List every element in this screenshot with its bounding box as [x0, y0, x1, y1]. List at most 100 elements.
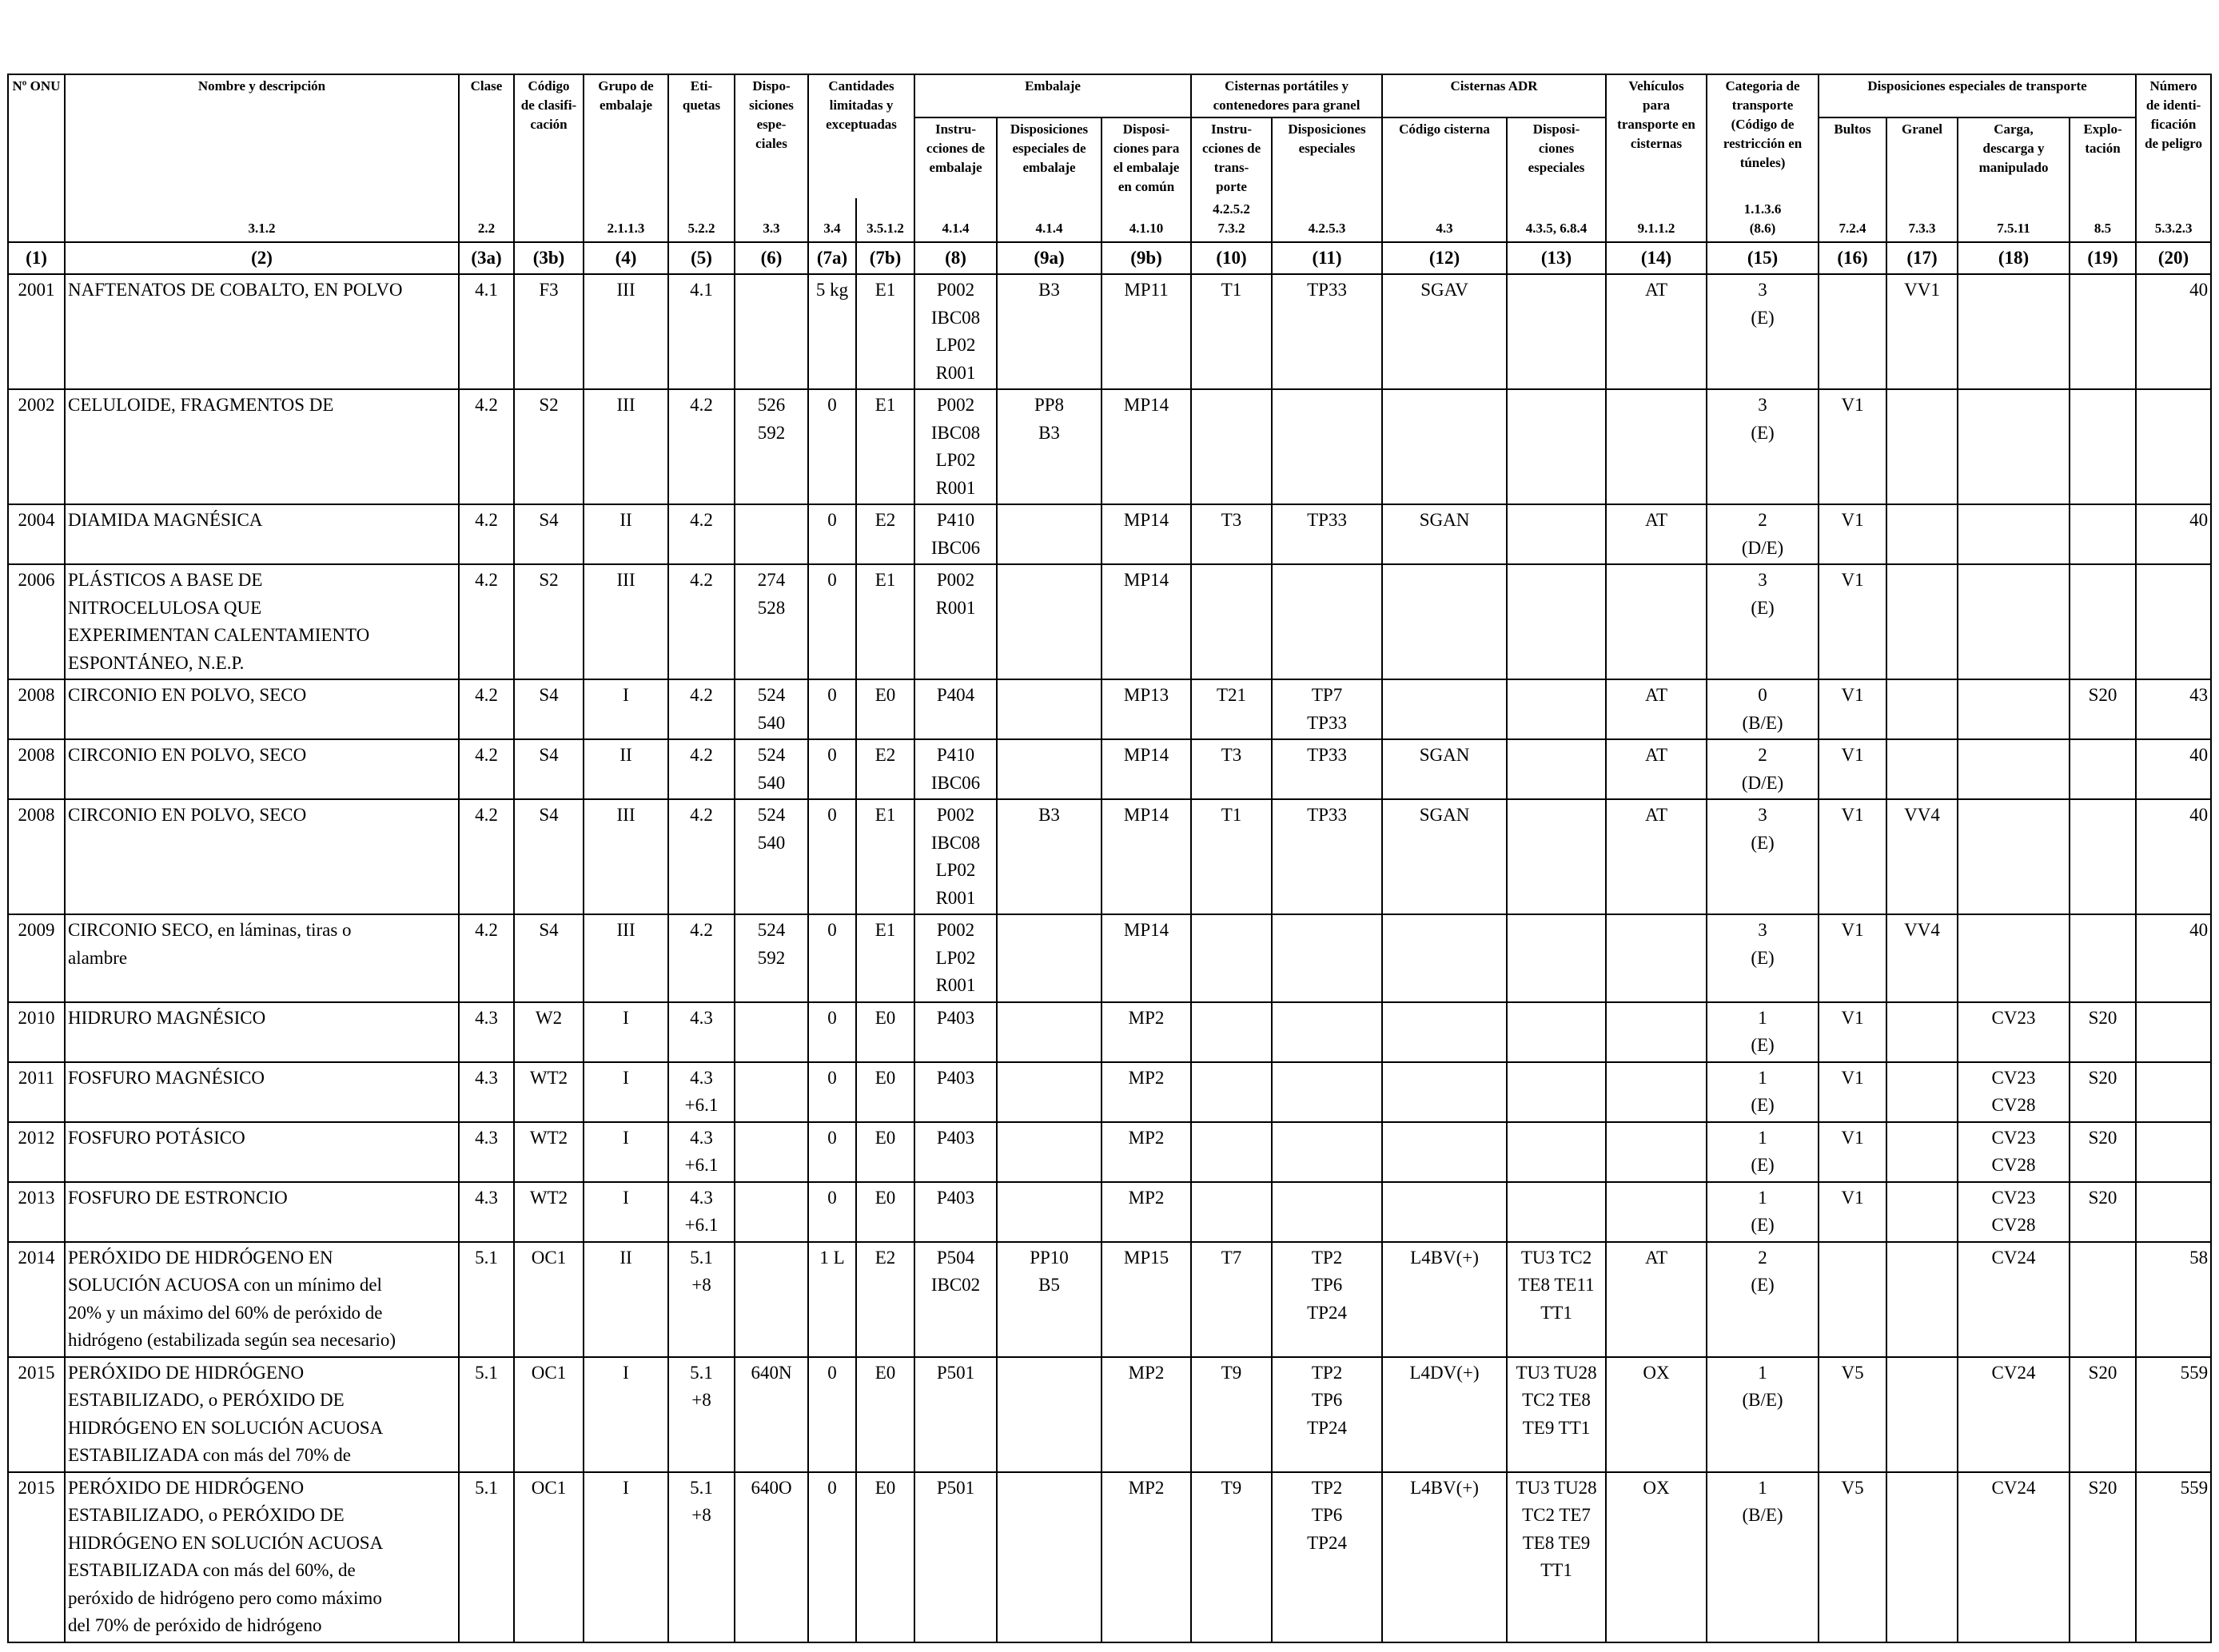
- table-cell: 1 (E): [1706, 1121, 1820, 1183]
- table-cell: PP10 B5: [996, 1240, 1102, 1358]
- table-cell: 4.1: [458, 273, 515, 390]
- table-cell: [996, 1180, 1102, 1243]
- column-number: (12): [1381, 241, 1508, 275]
- table-cell: 0: [807, 679, 857, 740]
- table-cell: E1: [855, 273, 915, 390]
- table-cell: OC1: [513, 1355, 584, 1473]
- table-cell: 4.2: [667, 388, 735, 505]
- table-cell: [1886, 1355, 1959, 1473]
- table-cell: [996, 1001, 1102, 1063]
- table-cell: V1: [1818, 504, 1888, 565]
- column-number: (5): [667, 241, 735, 275]
- table-cell: E1: [855, 798, 915, 915]
- table-cell: E1: [855, 563, 915, 680]
- table-cell: [1506, 679, 1607, 740]
- section-reference: 7.3.3: [1886, 198, 1959, 243]
- table-cell: T9: [1190, 1355, 1273, 1473]
- table-cell: V1: [1818, 1180, 1888, 1243]
- column-header: Embalaje: [913, 74, 1193, 118]
- table-cell: MP2: [1100, 1061, 1193, 1123]
- table-cell: [1886, 1471, 1959, 1643]
- table-cell: [1381, 1121, 1508, 1183]
- table-cell: [1381, 679, 1508, 740]
- table-cell: L4BV(+): [1381, 1240, 1508, 1358]
- table-row: 2010 HIDRURO MAGNÉSICO 4.3 W2 I 4.3 0 E0 P403 MP2…: [7, 1001, 2213, 1063]
- table-row: 2004 DIAMIDA MAGNÉSICA 4.2 S4 II 4.2 0 E2 P410 I…: [7, 504, 2213, 565]
- table-cell: S4: [513, 679, 584, 740]
- table-cell: [1381, 914, 1508, 1003]
- table-cell: S20: [2069, 1121, 2137, 1183]
- section-reference: 7.5.11: [1957, 198, 2071, 243]
- table-cell: V1: [1818, 738, 1888, 800]
- table-cell: [1190, 1001, 1273, 1063]
- table-cell: 0: [807, 1471, 857, 1643]
- table-cell: [1957, 273, 2071, 390]
- table-cell: 2001: [7, 273, 66, 390]
- table-cell: S2: [513, 388, 584, 505]
- table-cell: TP2 TP6 TP24: [1271, 1355, 1384, 1473]
- table-cell: [1506, 1001, 1607, 1063]
- table-cell: P403: [914, 1180, 998, 1243]
- column-subheader: Granel: [1886, 117, 1959, 198]
- table-row: 2008 CIRCONIO EN POLVO, SECO 4.2 S4 III 4.2 52…: [7, 798, 2213, 915]
- table-cell: [1381, 1001, 1508, 1063]
- table-cell: [1506, 563, 1607, 680]
- table-cell: 40: [2135, 738, 2213, 800]
- table-cell: 58: [2135, 1240, 2213, 1358]
- table-row: 2008 CIRCONIO EN POLVO, SECO 4.2 S4 I 4.2 524 …: [7, 679, 2213, 740]
- table-cell: 4.3: [667, 1001, 735, 1063]
- section-reference: [513, 198, 584, 243]
- table-cell: TP33: [1271, 798, 1384, 915]
- column-header: Grupo de embalaje: [583, 74, 669, 198]
- document: Nº ONU Nombre y descripción Clase Código de…: [7, 74, 2213, 1643]
- table-cell: CIRCONIO EN POLVO, SECO: [64, 798, 460, 915]
- table-cell: 0: [807, 388, 857, 505]
- table-cell: III: [583, 914, 669, 1003]
- table-cell: [1957, 679, 2071, 740]
- table-cell: 0 (B/E): [1706, 679, 1820, 740]
- table-cell: 2015: [7, 1471, 66, 1643]
- table-cell: E0: [855, 1355, 915, 1473]
- table-cell: P403: [914, 1061, 998, 1123]
- table-cell: I: [583, 1180, 669, 1243]
- table-cell: E0: [855, 1180, 915, 1243]
- table-cell: 5 kg: [807, 273, 857, 390]
- table-cell: MP2: [1100, 1121, 1193, 1183]
- table-cell: FOSFURO DE ESTRONCIO: [64, 1180, 460, 1243]
- table-cell: I: [583, 1121, 669, 1183]
- table-cell: 559: [2135, 1355, 2213, 1473]
- column-number: (14): [1605, 241, 1708, 275]
- table-cell: [734, 1180, 809, 1243]
- table-cell: 4.3: [458, 1180, 515, 1243]
- table-cell: TU3 TU28 TC2 TE8 TE9 TT1: [1506, 1355, 1607, 1473]
- table-cell: [1190, 1180, 1273, 1243]
- table-cell: 4.2: [667, 738, 735, 800]
- table-cell: [734, 1061, 809, 1123]
- table-cell: 5.1: [458, 1240, 515, 1358]
- table-cell: [1506, 798, 1607, 915]
- table-cell: III: [583, 798, 669, 915]
- column-number: (15): [1706, 241, 1820, 275]
- table-cell: 4.2: [458, 914, 515, 1003]
- table-cell: 4.3 +6.1: [667, 1061, 735, 1123]
- section-reference: 3.3: [734, 198, 809, 243]
- table-cell: [996, 1121, 1102, 1183]
- table-cell: 40: [2135, 504, 2213, 565]
- table-cell: OC1: [513, 1471, 584, 1643]
- table-cell: S4: [513, 914, 584, 1003]
- table-cell: T1: [1190, 273, 1273, 390]
- table-cell: MP14: [1100, 504, 1193, 565]
- table-cell: [2135, 1180, 2213, 1243]
- table-cell: 2015: [7, 1355, 66, 1473]
- column-number: (2): [64, 241, 460, 275]
- table-cell: TU3 TC2 TE8 TE11 TT1: [1506, 1240, 1607, 1358]
- table-cell: AT: [1605, 504, 1708, 565]
- column-subheader: Código cisterna: [1381, 117, 1508, 198]
- table-cell: V1: [1818, 1121, 1888, 1183]
- table-row: 2009 CIRCONIO SECO, en láminas, tiras o a…: [7, 914, 2213, 1003]
- table-cell: [1506, 273, 1607, 390]
- column-subheader: Disposi- ciones especiales: [1506, 117, 1607, 198]
- table-cell: 4.2: [667, 798, 735, 915]
- table-cell: 1 (E): [1706, 1001, 1820, 1063]
- table-cell: 5.1 +8: [667, 1240, 735, 1358]
